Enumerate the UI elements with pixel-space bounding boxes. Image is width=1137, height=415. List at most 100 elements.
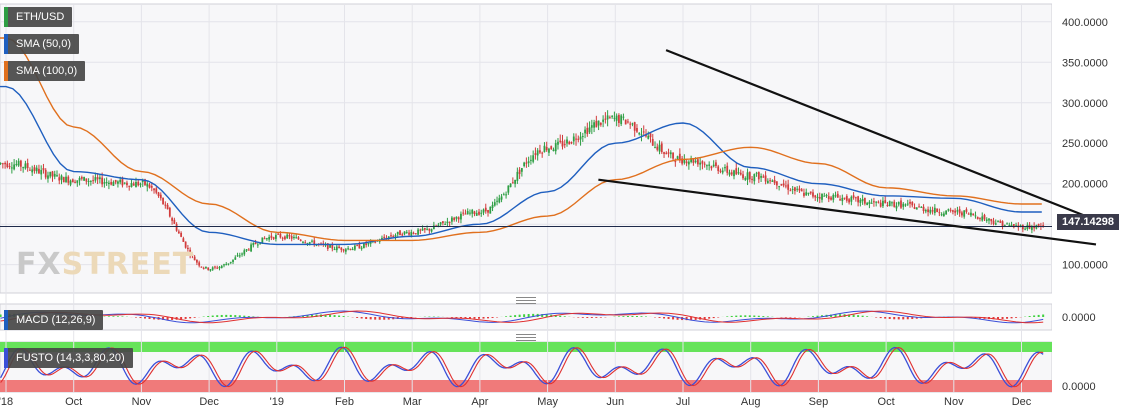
candle-body [487, 210, 489, 213]
legend-sma50[interactable]: SMA (50,0) [4, 34, 80, 54]
candle-body [557, 141, 559, 145]
candle-body [559, 140, 562, 142]
candle-body [44, 169, 47, 178]
candle-body [272, 237, 275, 239]
x-tick-label: Sep [809, 396, 829, 408]
macd-histogram-bar [884, 317, 887, 319]
macd-histogram-bar [477, 317, 480, 319]
candle-body [658, 144, 661, 152]
macd-histogram-bar [107, 316, 110, 317]
candle-body [726, 165, 729, 173]
macd-histogram-bar [703, 317, 706, 320]
candle-body [633, 122, 636, 131]
candle-body [597, 120, 600, 126]
y-tick-label: 100.0000 [1062, 260, 1108, 272]
candle-body [132, 183, 135, 186]
candle-body [550, 146, 553, 150]
macd-histogram-bar [577, 317, 580, 318]
candle-body [1012, 224, 1015, 228]
macd-histogram-bar [992, 317, 995, 320]
macd-histogram-bar [590, 317, 593, 318]
candle-body [821, 193, 823, 200]
legend-instrument[interactable]: ETH/USD [4, 7, 73, 27]
candle-body [622, 116, 625, 118]
candle-body [945, 210, 948, 215]
macd-histogram-bar [757, 315, 760, 317]
fusto-d-line [0, 346, 1044, 388]
candle-body [96, 177, 99, 180]
candle-body [419, 229, 422, 231]
candle-body [884, 200, 887, 204]
macd-histogram-bar [852, 314, 855, 317]
candle-body [500, 196, 503, 200]
candle-body [877, 201, 880, 203]
candle-body [378, 240, 381, 242]
overbought-zone [0, 342, 1052, 352]
candle-body [967, 213, 970, 215]
candle-body [401, 234, 404, 236]
macd-histogram-bar [581, 317, 584, 318]
macd-histogram-bar [207, 316, 210, 317]
candle-body [308, 242, 311, 244]
candle-body [595, 120, 598, 128]
candle-body [694, 160, 697, 163]
panel-resize-handle[interactable] [516, 334, 536, 341]
candle-body [825, 194, 828, 196]
candle-body [130, 183, 133, 188]
candle-body [182, 238, 185, 242]
candle-body [532, 155, 535, 162]
candle-body [15, 163, 18, 165]
candle-body [8, 166, 11, 168]
candle-body [209, 269, 212, 271]
macd-histogram-bar [482, 317, 485, 319]
macd-histogram-bar [234, 315, 237, 317]
macd-histogram-bar [879, 317, 882, 319]
candle-body [153, 188, 155, 191]
macd-histogram-bar [875, 317, 878, 318]
candle-body [405, 231, 408, 233]
candle-body [613, 117, 616, 119]
candle-body [678, 153, 681, 161]
candle-body [297, 237, 300, 240]
candle-body [539, 150, 541, 153]
candle-body [471, 209, 474, 214]
candle-body [126, 182, 128, 186]
candle-body [561, 141, 564, 147]
candle-body [816, 196, 819, 198]
legend-macd[interactable]: MACD (12,26,9) [4, 310, 104, 330]
candle-body [171, 218, 173, 221]
macd-histogram-bar [685, 317, 688, 321]
candle-body [196, 259, 198, 263]
candle-body [719, 170, 722, 172]
candle-body [618, 115, 620, 123]
candle-body [518, 169, 521, 175]
candle-body [721, 170, 724, 173]
candle-body [791, 188, 794, 190]
candle-body [114, 180, 117, 183]
candle-body [94, 177, 97, 181]
candle-body [933, 207, 936, 214]
macd-histogram-bar [888, 317, 891, 319]
candle-body [548, 148, 550, 153]
candle-body [480, 212, 483, 214]
legend-fusto[interactable]: FUSTO (14,3,3,80,20) [4, 348, 133, 368]
candle-body [40, 169, 43, 175]
legend-sma100[interactable]: SMA (100,0) [4, 61, 86, 81]
candle-body [545, 146, 548, 151]
candle-body [568, 141, 571, 145]
macd-histogram-bar [473, 317, 476, 319]
candle-body [897, 202, 900, 205]
macd-histogram-bar [455, 317, 458, 318]
candle-body [976, 216, 979, 219]
candle-body [98, 177, 101, 180]
candle-body [712, 164, 715, 167]
candle-body [101, 177, 104, 185]
candle-body [737, 172, 740, 174]
candle-body [139, 183, 142, 185]
candle-body [1037, 224, 1040, 227]
candle-body [780, 184, 783, 186]
macd-histogram-bar [667, 317, 670, 319]
panel-resize-handle[interactable] [516, 297, 536, 304]
candle-body [33, 167, 36, 171]
